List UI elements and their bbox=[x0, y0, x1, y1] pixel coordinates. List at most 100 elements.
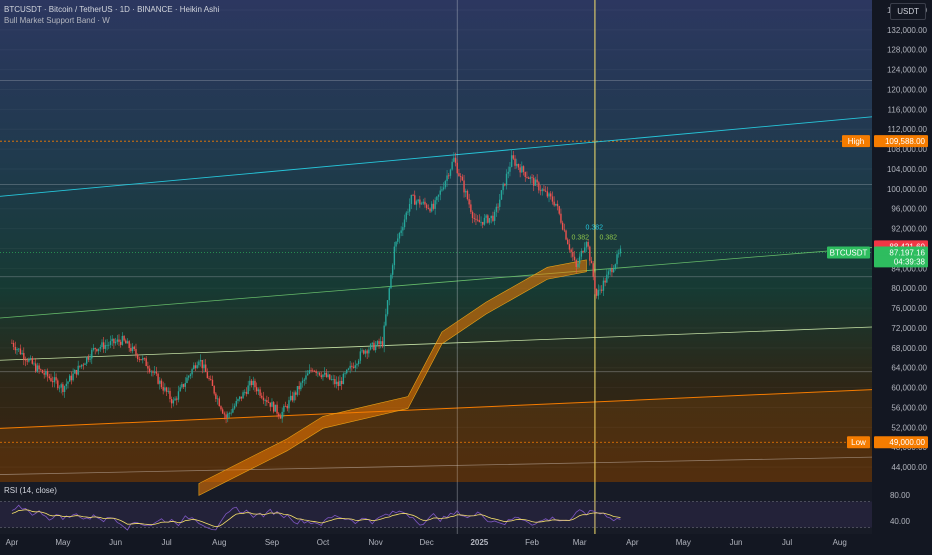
candle-body bbox=[81, 365, 82, 367]
candle-body bbox=[77, 366, 78, 375]
candle-body bbox=[576, 260, 577, 267]
candle-body bbox=[577, 264, 578, 267]
price-tick-label: 76,000.00 bbox=[891, 304, 927, 313]
candle-body bbox=[132, 347, 133, 351]
candle-body bbox=[569, 244, 570, 249]
candle-body bbox=[582, 251, 583, 252]
candle-body bbox=[562, 223, 563, 230]
candle-body bbox=[458, 173, 459, 176]
rsi-tick-label: 40.00 bbox=[890, 517, 911, 526]
candle-body bbox=[404, 220, 405, 228]
indicator-label[interactable]: Bull Market Support Band · W bbox=[4, 16, 110, 25]
candle-body bbox=[134, 347, 135, 349]
candle-body bbox=[543, 189, 544, 190]
candle-body bbox=[603, 281, 604, 291]
candle-body bbox=[229, 413, 230, 414]
time-tick-label: Jun bbox=[730, 538, 743, 547]
candle-body bbox=[49, 376, 50, 378]
candle-body bbox=[361, 350, 362, 351]
price-tick-label: 96,000.00 bbox=[891, 205, 927, 214]
candle-body bbox=[173, 400, 174, 403]
candle-body bbox=[453, 158, 454, 162]
candle-body bbox=[283, 406, 284, 412]
candle-body bbox=[297, 386, 298, 395]
candle-body bbox=[604, 281, 605, 283]
candle-body bbox=[202, 360, 203, 368]
candle-body bbox=[266, 400, 267, 402]
candle-body bbox=[142, 358, 143, 360]
candle-body bbox=[587, 242, 588, 247]
currency-badge[interactable]: USDT bbox=[890, 3, 926, 20]
candle-body bbox=[411, 195, 412, 204]
candle-body bbox=[212, 380, 213, 386]
candle-body bbox=[599, 290, 600, 291]
candle-body bbox=[185, 383, 186, 387]
candle-body bbox=[176, 399, 177, 400]
candle-body bbox=[195, 365, 196, 368]
candle-body bbox=[438, 195, 439, 197]
candle-body bbox=[190, 374, 191, 376]
candle-body bbox=[244, 392, 245, 393]
candle-body bbox=[193, 365, 194, 369]
candle-body bbox=[305, 375, 306, 379]
candle-body bbox=[52, 381, 53, 382]
candle-body bbox=[72, 374, 73, 381]
chart-title[interactable]: BTCUSDT · Bitcoin / TetherUS · 1D · BINA… bbox=[4, 5, 219, 14]
candle-body bbox=[88, 357, 89, 360]
candle-body bbox=[366, 351, 367, 354]
candle-body bbox=[557, 204, 558, 206]
candle-body bbox=[518, 164, 519, 167]
candle-body bbox=[43, 373, 44, 375]
candle-body bbox=[492, 216, 493, 221]
candle-body bbox=[416, 201, 417, 204]
candle-body bbox=[251, 381, 252, 385]
candle-body bbox=[295, 392, 296, 394]
candle-body bbox=[220, 406, 221, 409]
candle-body bbox=[326, 373, 327, 377]
candle-body bbox=[45, 371, 46, 375]
candle-body bbox=[514, 159, 515, 166]
candle-body bbox=[96, 349, 97, 351]
candle-body bbox=[574, 257, 575, 260]
candle-body bbox=[348, 369, 349, 370]
candle-body bbox=[570, 250, 571, 252]
candle-body bbox=[589, 247, 590, 261]
candle-body bbox=[287, 406, 288, 408]
candle-body bbox=[271, 402, 272, 407]
fib-label: 0.382 bbox=[600, 235, 618, 242]
candle-body bbox=[200, 360, 201, 361]
candle-body bbox=[496, 207, 497, 212]
time-tick-label: Sep bbox=[265, 538, 280, 547]
candle-body bbox=[79, 366, 80, 367]
candle-body bbox=[302, 381, 303, 383]
candle-body bbox=[108, 345, 109, 346]
candle-body bbox=[300, 383, 301, 389]
candle-body bbox=[491, 216, 492, 218]
candle-body bbox=[424, 202, 425, 205]
candle-body bbox=[516, 164, 517, 166]
candle-body bbox=[479, 220, 480, 222]
candle-body bbox=[152, 372, 153, 373]
candle-body bbox=[375, 345, 376, 350]
candle-body bbox=[462, 177, 463, 181]
candle-body bbox=[312, 370, 313, 371]
candle-body bbox=[232, 408, 233, 412]
candle-body bbox=[140, 359, 141, 360]
candle-body bbox=[122, 336, 123, 345]
candle-body bbox=[258, 389, 259, 391]
candle-body bbox=[567, 240, 568, 245]
candle-body bbox=[336, 382, 337, 384]
candle-body bbox=[511, 155, 512, 167]
candle-body bbox=[560, 214, 561, 223]
candle-body bbox=[615, 264, 616, 269]
candle-body bbox=[521, 166, 522, 172]
candle-body bbox=[225, 414, 226, 417]
candle-body bbox=[531, 177, 532, 178]
candle-body bbox=[205, 365, 206, 373]
rsi-label[interactable]: RSI (14, close) bbox=[4, 486, 57, 495]
candle-body bbox=[118, 340, 119, 342]
price-tick-label: 92,000.00 bbox=[891, 225, 927, 234]
candle-body bbox=[448, 175, 449, 176]
candle-body bbox=[84, 364, 85, 365]
